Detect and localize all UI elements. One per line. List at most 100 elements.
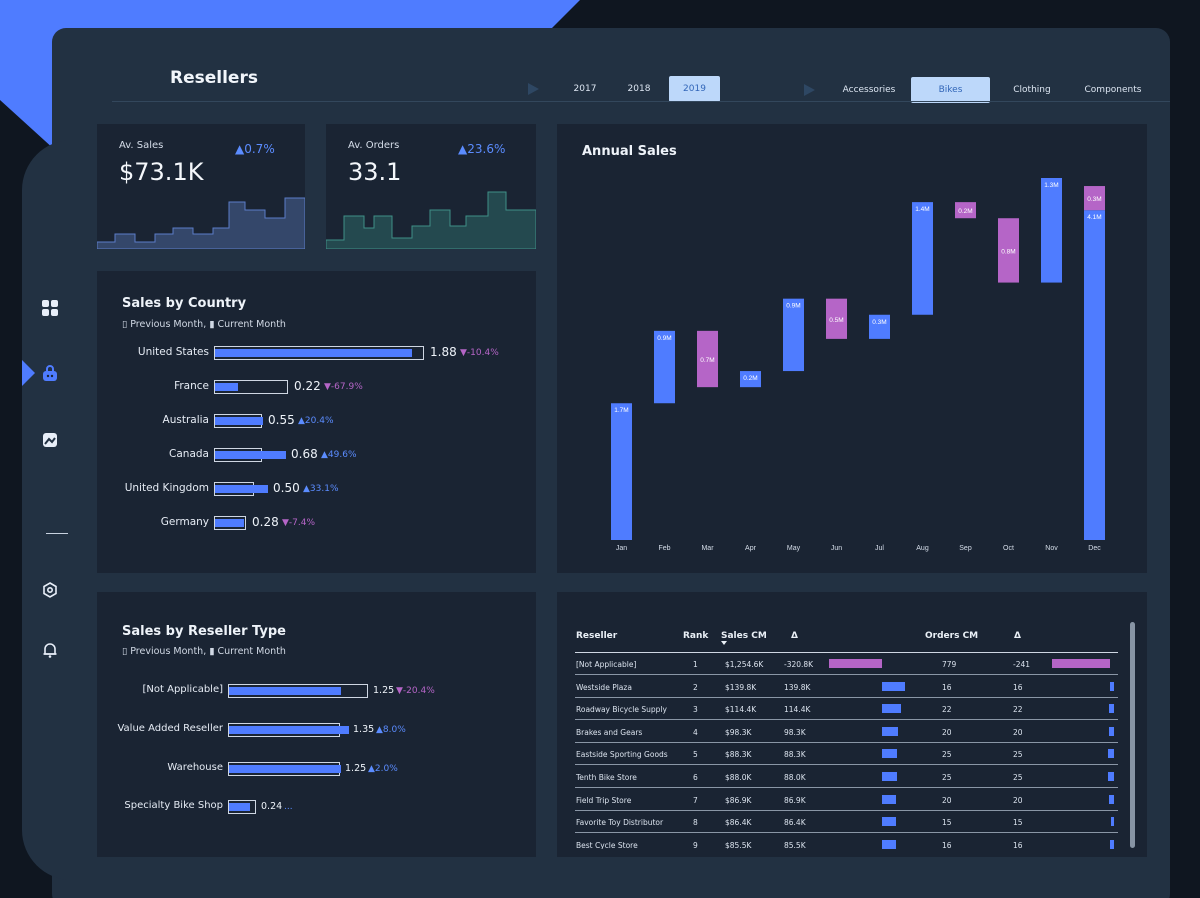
sales-by-country-title: Sales by Country bbox=[122, 296, 247, 311]
cell-orders-delta: 22 bbox=[1013, 705, 1023, 715]
col-orders-cm[interactable]: Orders CM bbox=[925, 631, 979, 641]
country-curr-bar[interactable] bbox=[215, 451, 286, 459]
reseller-type-curr-bar[interactable] bbox=[229, 687, 341, 695]
waterfall-bar[interactable] bbox=[869, 314, 890, 339]
sales-delta-bar bbox=[882, 794, 896, 804]
table-row[interactable]: Brakes and Gears 4 $98.3K 98.3K 20 20 bbox=[575, 721, 1118, 743]
tab-clothing[interactable]: Clothing bbox=[1013, 85, 1051, 95]
table-row[interactable]: Roadway Bicycle Supply 3 $114.4K 114.4K 22 22 bbox=[575, 698, 1118, 721]
annual-sales-title: Annual Sales bbox=[582, 144, 677, 159]
table-row[interactable]: Favorite Toy Distributor 8 $86.4K 86.4K 15 15 bbox=[575, 811, 1118, 834]
reseller-type-curr-bar[interactable] bbox=[229, 765, 341, 773]
cell-orders-delta: 16 bbox=[1013, 682, 1023, 692]
orders-delta-bar bbox=[1109, 704, 1114, 714]
x-tick-label: Sep bbox=[959, 545, 972, 552]
tab-2018[interactable]: 2018 bbox=[627, 84, 651, 94]
sort-desc-icon[interactable] bbox=[721, 641, 727, 645]
reseller-type-delta: ... bbox=[284, 802, 293, 812]
reseller-type-label: Value Added Reseller bbox=[117, 723, 223, 734]
country-prev-bar[interactable] bbox=[214, 516, 246, 530]
cell-sales-delta: 114.4K bbox=[784, 705, 811, 715]
reseller-type-curr-bar[interactable] bbox=[229, 726, 349, 734]
kpi-sales-sparkline bbox=[97, 197, 305, 249]
cell-reseller: Field Trip Store bbox=[576, 795, 632, 805]
waterfall-bar[interactable] bbox=[955, 202, 976, 219]
cell-rank: 8 bbox=[693, 818, 698, 828]
waterfall-bar[interactable] bbox=[1084, 210, 1105, 540]
sales-delta-bar bbox=[882, 749, 897, 759]
country-prev-bar[interactable] bbox=[214, 380, 288, 394]
country-curr-bar[interactable] bbox=[215, 485, 268, 493]
kpi-sales-label: Av. Sales bbox=[119, 140, 164, 151]
data-label: 0.3M bbox=[872, 319, 886, 326]
sales-delta-bar bbox=[882, 681, 905, 691]
country-value: 0.68 bbox=[291, 447, 318, 461]
cell-sales-delta: -320.8K bbox=[784, 660, 814, 669]
country-delta: ▼-10.4% bbox=[460, 348, 499, 358]
col-delta-sales[interactable]: Δ bbox=[791, 631, 798, 641]
cell-sales: $88.0K bbox=[725, 773, 752, 782]
image-chart-icon[interactable] bbox=[34, 424, 66, 456]
country-curr-bar[interactable] bbox=[215, 383, 238, 391]
tab-2019[interactable]: 2019 bbox=[669, 76, 720, 102]
col-delta-orders[interactable]: Δ bbox=[1014, 631, 1021, 641]
reseller-type-label: [Not Applicable] bbox=[142, 684, 224, 695]
col-reseller[interactable]: Reseller bbox=[576, 631, 618, 641]
country-curr-bar[interactable] bbox=[215, 349, 412, 357]
waterfall-bar[interactable] bbox=[740, 371, 761, 388]
table-row[interactable]: Field Trip Store 7 $86.9K 86.9K 20 20 bbox=[575, 789, 1118, 811]
waterfall-bar[interactable] bbox=[654, 330, 675, 404]
active-pointer bbox=[22, 360, 35, 386]
kpi-orders-card[interactable]: Av. Orders 33.1 ▲23.6% bbox=[326, 124, 536, 249]
waterfall-bar[interactable] bbox=[783, 298, 804, 372]
cell-orders-delta: 16 bbox=[1013, 840, 1023, 850]
tab-bikes[interactable]: Bikes bbox=[911, 77, 990, 103]
data-label: 1.4M bbox=[915, 206, 929, 213]
kpi-sales-card[interactable]: Av. Sales $73.1K ▲0.7% bbox=[97, 124, 305, 249]
table-row[interactable]: Eastside Sporting Goods 5 $88.3K 88.3K 25 25 bbox=[575, 743, 1118, 766]
cell-orders: 20 bbox=[942, 727, 952, 737]
waterfall-bar[interactable] bbox=[998, 218, 1019, 283]
data-label: 0.2M bbox=[743, 375, 757, 382]
x-tick-label: Jun bbox=[831, 545, 842, 552]
waterfall-bar[interactable] bbox=[1041, 178, 1062, 283]
year-play-icon[interactable] bbox=[528, 83, 539, 95]
reseller-type-prev-bar[interactable] bbox=[228, 800, 256, 814]
country-prev-bar[interactable] bbox=[214, 346, 424, 360]
cell-rank: 4 bbox=[693, 727, 698, 737]
sidebar bbox=[22, 280, 78, 700]
reseller-type-curr-bar[interactable] bbox=[229, 803, 250, 811]
category-play-icon[interactable] bbox=[804, 84, 815, 96]
col-rank[interactable]: Rank bbox=[683, 631, 709, 641]
annual-sales-chart: Jan Feb Mar Apr May Jun Jul Aug Sep Oct Nov Dec 1.7M… bbox=[611, 178, 1105, 552]
waterfall-bar[interactable] bbox=[912, 202, 933, 315]
country-curr-bar[interactable] bbox=[215, 417, 263, 425]
table-row[interactable]: Westside Plaza 2 $139.8K 139.8K 16 16 bbox=[575, 676, 1118, 698]
tab-accessories[interactable]: Accessories bbox=[842, 85, 896, 95]
country-curr-bar[interactable] bbox=[215, 519, 244, 527]
orders-delta-bar bbox=[1109, 794, 1114, 804]
reseller-type-prev-bar[interactable] bbox=[228, 684, 368, 698]
tab-components[interactable]: Components bbox=[1084, 85, 1142, 95]
cell-orders: 15 bbox=[942, 818, 952, 828]
country-label: United States bbox=[137, 346, 209, 358]
bell-icon[interactable] bbox=[34, 634, 66, 666]
country-delta: ▲20.4% bbox=[298, 416, 334, 426]
table-scrollbar[interactable] bbox=[1130, 622, 1135, 848]
dashboard-icon[interactable] bbox=[34, 292, 66, 324]
col-sales-cm[interactable]: Sales CM bbox=[721, 631, 767, 641]
waterfall-bar[interactable] bbox=[611, 403, 632, 540]
tab-2017[interactable]: 2017 bbox=[573, 84, 597, 94]
data-label: 4.1M bbox=[1087, 214, 1101, 221]
kpi-orders-delta: ▲23.6% bbox=[458, 142, 506, 156]
reseller-type-delta: ▼-20.4% bbox=[396, 686, 435, 696]
table-row[interactable]: Tenth Bike Store 6 $88.0K 88.0K 25 25 bbox=[575, 766, 1118, 788]
settings-hex-icon[interactable] bbox=[34, 574, 66, 606]
waterfall-bar[interactable] bbox=[1084, 186, 1105, 211]
cart-icon[interactable] bbox=[34, 358, 66, 390]
waterfall-bar[interactable] bbox=[826, 298, 847, 339]
table-row[interactable]: [Not Applicable] 1 $1,254.6K -320.8K 779 -241 bbox=[575, 653, 1118, 675]
waterfall-bar[interactable] bbox=[697, 330, 718, 388]
x-tick-label: Aug bbox=[916, 545, 929, 552]
reseller-type-label: Specialty Bike Shop bbox=[124, 800, 223, 811]
